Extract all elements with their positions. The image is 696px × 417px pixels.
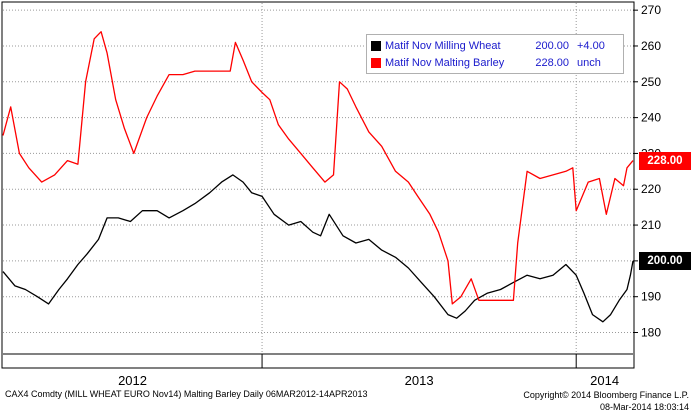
footer-copyright: Copyright© 2014 Bloomberg Finance L.P. xyxy=(523,390,689,400)
x-period-label: 2013 xyxy=(405,373,434,388)
horizontal-gridlines xyxy=(3,9,633,334)
legend-label-barley: Matif Nov Malting Barley xyxy=(385,56,505,69)
footer-right: Copyright© 2014 Bloomberg Finance L.P. 0… xyxy=(523,389,689,413)
legend-item-wheat: Matif Nov Milling Wheat 200.00 +4.00 xyxy=(371,37,619,54)
series-line-wheat xyxy=(2,174,634,323)
y-tick-label: 190 xyxy=(641,290,661,304)
footer-description: CAX4 Comdty (MILL WHEAT EURO Nov14) Malt… xyxy=(5,389,368,399)
y-tick-label: 180 xyxy=(641,326,661,340)
footer-timestamp: 08-Mar-2014 18:03:14 xyxy=(599,402,689,412)
y-tick-label: 220 xyxy=(641,182,661,196)
legend-value-barley: 228.00 xyxy=(535,56,569,69)
x-axis-labels: 2012 2013 2014 xyxy=(118,373,619,388)
legend-swatch-barley xyxy=(371,57,381,68)
y-tick-label: 260 xyxy=(641,39,661,53)
series-lines xyxy=(2,31,634,323)
legend-change-barley: unch xyxy=(577,56,601,69)
vertical-gridlines xyxy=(3,3,633,368)
legend: Matif Nov Milling Wheat 200.00 +4.00 Mat… xyxy=(366,34,624,74)
x-period-label: 2012 xyxy=(118,373,147,388)
y-tick-label: 250 xyxy=(641,75,661,89)
legend-value-wheat: 200.00 xyxy=(535,39,569,52)
last-price-tag-barley: 228.00 xyxy=(639,151,691,170)
legend-label-wheat: Matif Nov Milling Wheat xyxy=(385,39,501,52)
legend-change-wheat: +4.00 xyxy=(577,39,605,52)
last-price-tag-wheat: 200.00 xyxy=(639,251,691,270)
y-tick-label: 240 xyxy=(641,111,661,125)
series-line-barley xyxy=(2,31,634,305)
y-tick-label: 210 xyxy=(641,218,661,232)
y-axis-ticks: 180190200210220230240250260270 xyxy=(633,3,661,340)
legend-item-barley: Matif Nov Malting Barley 228.00 unch xyxy=(371,54,619,71)
y-tick-label: 270 xyxy=(641,3,661,17)
legend-swatch-wheat xyxy=(371,40,381,51)
x-period-label: 2014 xyxy=(590,373,619,388)
